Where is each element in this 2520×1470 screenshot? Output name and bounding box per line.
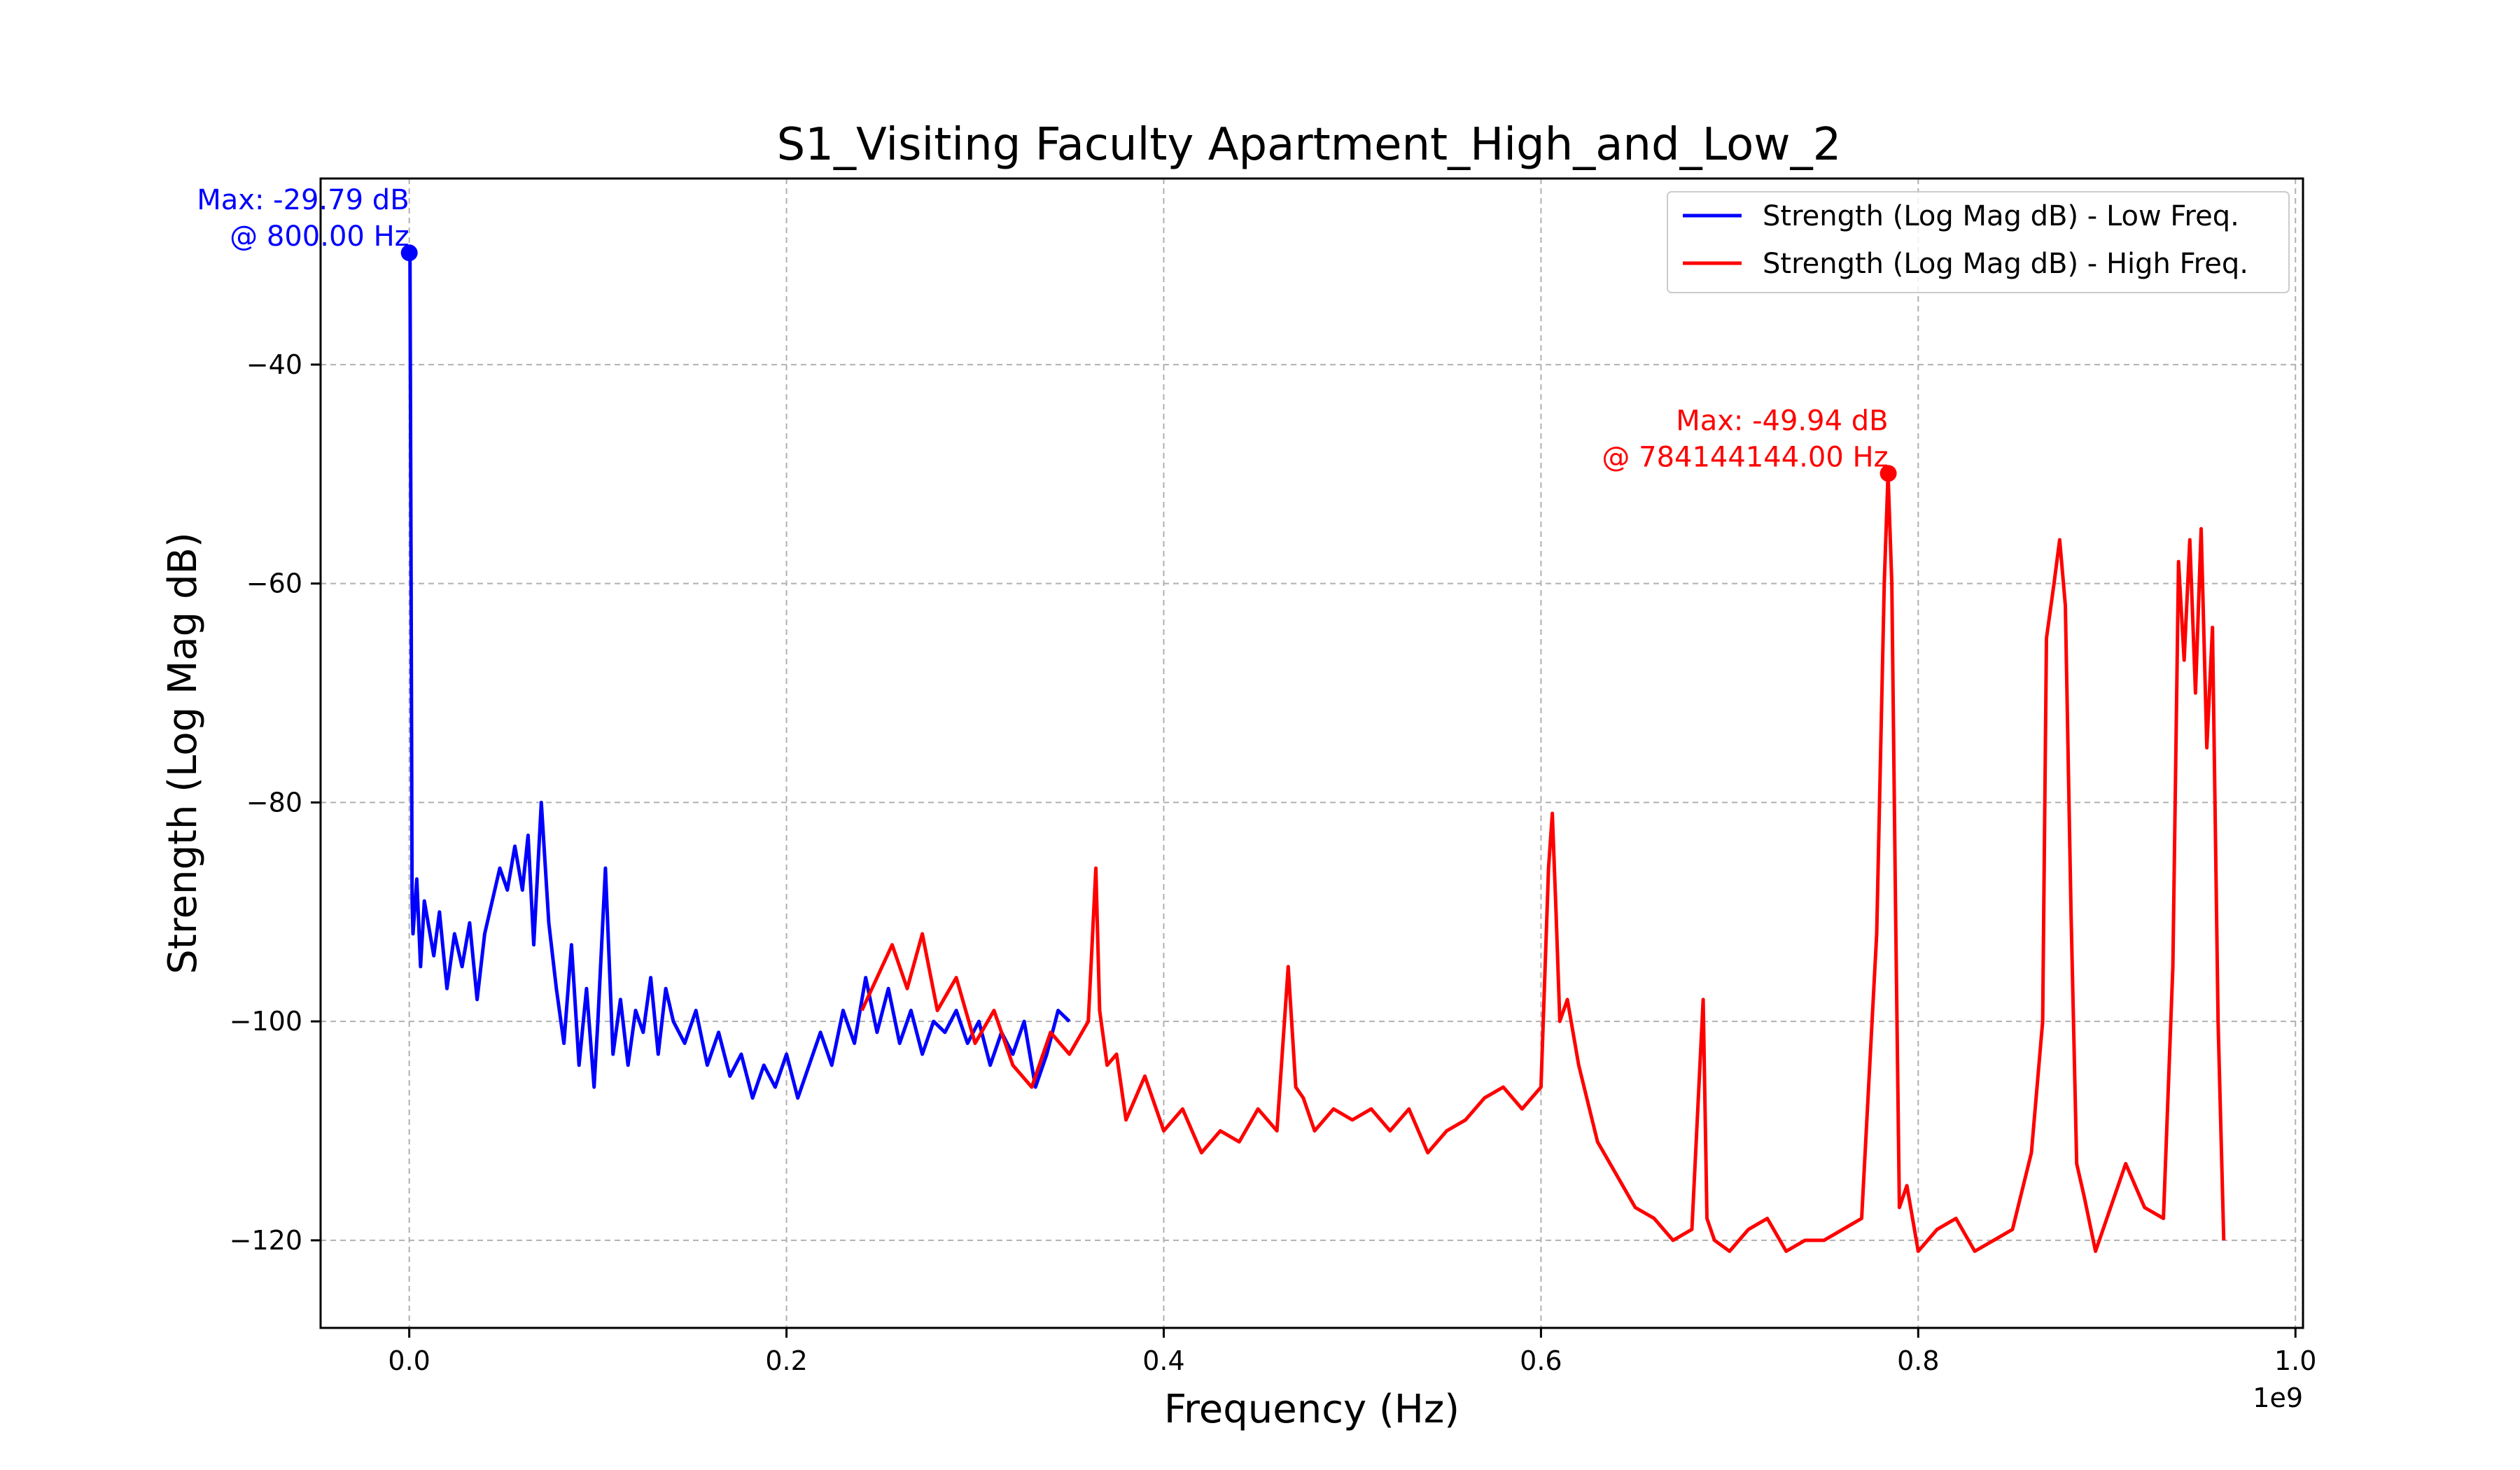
legend-entry-label: Strength (Log Mag dB) - High Freq. <box>1763 248 2248 280</box>
max-annotations: Max: -29.79 dB @ 800.00 Hz Max: -49.94 dB @… <box>197 184 1897 482</box>
y-tick-label: −40 <box>246 349 302 380</box>
x-axis-ticks: 0.0 0.2 0.4 0.6 0.8 1.0 <box>388 1328 2316 1376</box>
series-line-high-freq <box>860 471 2226 1253</box>
x-axis-label: Frequency (Hz) <box>1164 1387 1460 1432</box>
y-axis-ticks: −40 −60 −80 −100 −120 <box>230 349 321 1256</box>
x-tick-label: 1.0 <box>2274 1345 2316 1376</box>
x-tick-label: 0.6 <box>1520 1345 1562 1376</box>
max-frequency-annotation: @ 784144144.00 Hz <box>1602 441 1888 473</box>
y-tick-label: −80 <box>246 787 302 818</box>
y-tick-label: −60 <box>246 568 302 599</box>
series-layer <box>407 252 2226 1253</box>
series-line-low-freq <box>407 252 1071 1100</box>
max-frequency-annotation: @ 800.00 Hz <box>230 220 409 253</box>
x-tick-label: 0.4 <box>1142 1345 1184 1376</box>
max-value-annotation: Max: -49.94 dB <box>1676 405 1888 437</box>
legend-entry-label: Strength (Log Mag dB) - Low Freq. <box>1763 200 2239 232</box>
max-value-annotation: Max: -29.79 dB <box>197 184 409 216</box>
x-axis-offset-label: 1e9 <box>2253 1382 2303 1413</box>
y-tick-label: −100 <box>230 1006 302 1037</box>
x-tick-label: 0.8 <box>1897 1345 1939 1376</box>
plot-frame <box>319 177 2304 1329</box>
x-tick-label: 0.0 <box>388 1345 430 1376</box>
y-tick-label: −120 <box>230 1225 302 1256</box>
max-point-marker <box>400 244 418 262</box>
x-tick-label: 0.2 <box>765 1345 807 1376</box>
chart-title: S1_Visiting Faculty Apartment_High_and_L… <box>777 119 1842 171</box>
legend: Strength (Log Mag dB) - Low Freq. Strengt… <box>1667 191 2290 293</box>
y-axis-label: Strength (Log Mag dB) <box>160 532 206 974</box>
legend-box <box>1667 191 2290 293</box>
max-point-marker <box>1879 465 1897 482</box>
grid-layer <box>321 178 2303 1328</box>
